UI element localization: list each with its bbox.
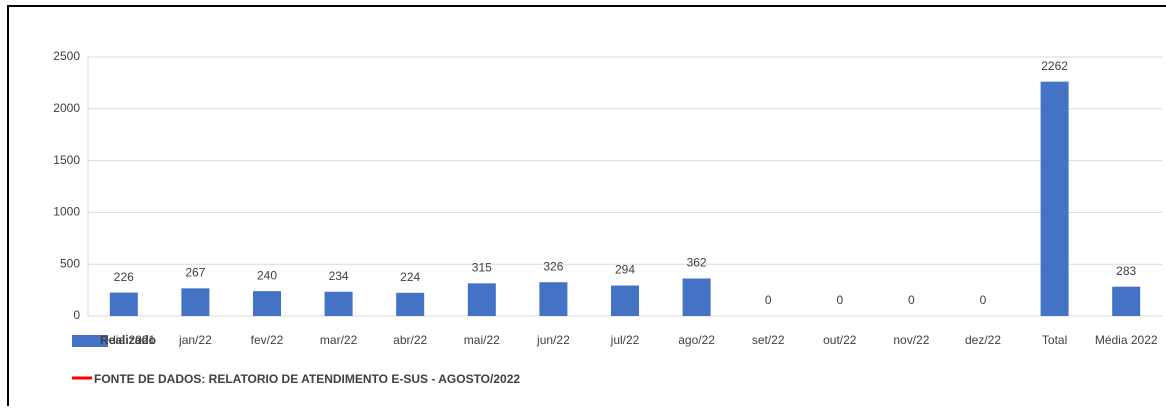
x-tick-label: abr/22 <box>393 333 427 347</box>
data-label: 226 <box>114 270 134 284</box>
x-tick-label: Média 2022 <box>1095 333 1158 347</box>
legend-label: Realizado <box>100 333 156 347</box>
data-label: 267 <box>185 266 205 280</box>
bar <box>1112 286 1141 316</box>
x-tick-label: jan/22 <box>178 333 212 347</box>
data-label: 326 <box>543 259 563 273</box>
x-tick-label: nov/22 <box>893 333 929 347</box>
x-tick-label: Total <box>1042 333 1067 347</box>
bar <box>611 285 639 316</box>
x-tick-label: mar/22 <box>320 333 358 347</box>
source-note: FONTE DE DADOS: RELATORIO DE ATENDIMENTO… <box>94 372 520 386</box>
legend-swatch <box>72 335 108 347</box>
data-label: 0 <box>836 293 843 307</box>
y-tick-label: 0 <box>73 308 80 322</box>
x-tick-label: mai/22 <box>464 333 500 347</box>
data-label: 0 <box>908 293 915 307</box>
data-label: 224 <box>400 270 420 284</box>
data-label: 283 <box>1116 264 1136 278</box>
bar <box>253 291 281 316</box>
data-label: 362 <box>687 256 707 270</box>
bar <box>324 291 353 316</box>
bar <box>682 278 711 316</box>
bar <box>539 282 568 316</box>
data-label: 0 <box>980 293 987 307</box>
x-tick-label: out/22 <box>823 333 857 347</box>
x-tick-label: jun/22 <box>536 333 570 347</box>
y-tick-label: 2000 <box>53 101 80 115</box>
x-tick-label: Média 2021 <box>92 333 155 347</box>
bar <box>1040 81 1069 316</box>
data-label: 240 <box>257 268 277 282</box>
chart-frame <box>7 5 1166 409</box>
bar <box>467 283 496 316</box>
y-tick-label: 500 <box>60 256 80 270</box>
x-tick-label: set/22 <box>752 333 785 347</box>
y-tick-label: 1500 <box>53 153 80 167</box>
bar <box>396 292 425 316</box>
bar <box>181 288 210 316</box>
data-label: 0 <box>765 293 772 307</box>
data-label: 2262 <box>1041 59 1068 73</box>
data-label: 294 <box>615 263 635 277</box>
x-tick-label: jul/22 <box>610 333 640 347</box>
y-tick-label: 1000 <box>53 205 80 219</box>
y-tick-label: 2500 <box>53 49 80 63</box>
x-tick-label: ago/22 <box>678 333 715 347</box>
data-label: 315 <box>472 261 492 275</box>
data-label: 234 <box>329 269 349 283</box>
bar <box>109 292 138 316</box>
x-tick-label: fev/22 <box>251 333 284 347</box>
x-tick-label: dez/22 <box>965 333 1001 347</box>
